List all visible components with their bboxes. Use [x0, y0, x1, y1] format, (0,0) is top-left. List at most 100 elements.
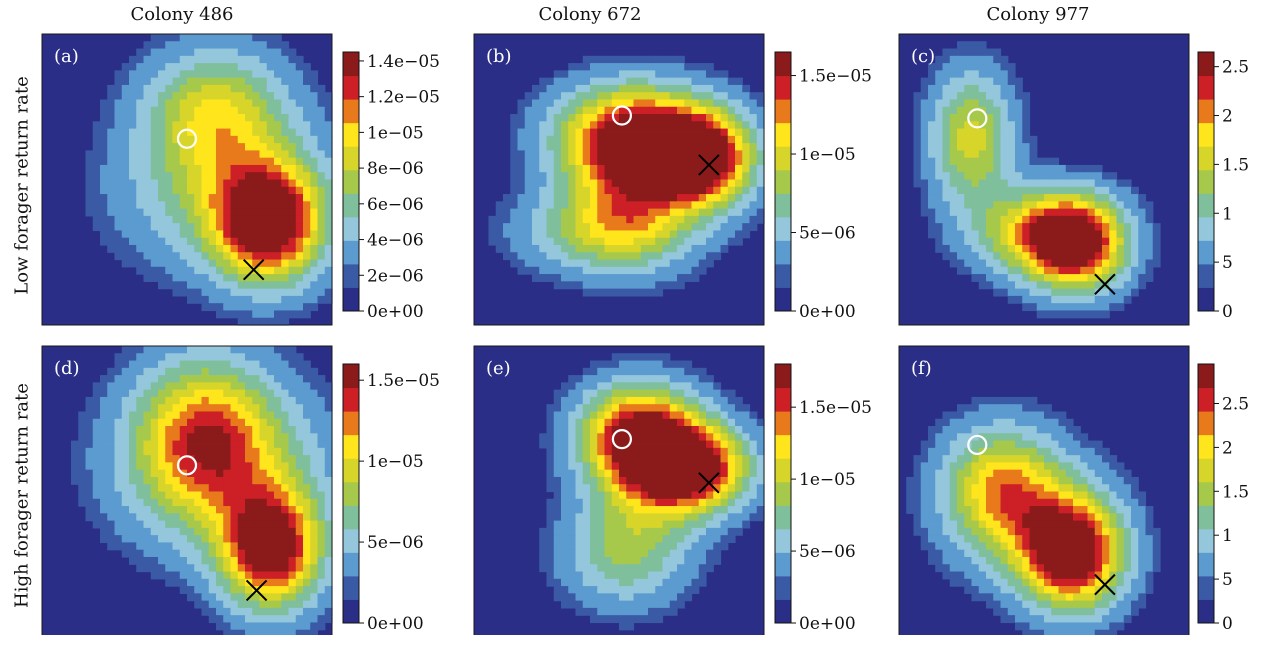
- heatmap-cell: [964, 129, 972, 137]
- heatmap-cell: [245, 310, 253, 318]
- heatmap-cell: [576, 470, 584, 478]
- heatmap-cell: [735, 165, 743, 173]
- heatmap-cell: [576, 158, 584, 166]
- heatmap-cell: [325, 296, 333, 304]
- heatmap-cell: [223, 281, 231, 289]
- heatmap-cell: [209, 252, 217, 260]
- heatmap-cell: [1059, 187, 1067, 195]
- heatmap-cell: [554, 172, 562, 180]
- heatmap-cell: [129, 70, 137, 78]
- heatmap-cell: [129, 187, 137, 195]
- heatmap-cell: [699, 99, 707, 107]
- heatmap-cell: [943, 150, 951, 158]
- heatmap-cell: [663, 542, 671, 550]
- heatmap-cell: [209, 586, 217, 594]
- heatmap-cell: [100, 194, 108, 202]
- heatmap-cell: [216, 470, 224, 478]
- heatmap-cell: [1008, 216, 1016, 224]
- heatmap-cell: [605, 129, 613, 137]
- heatmap-cell: [568, 260, 576, 268]
- heatmap-cell: [561, 223, 569, 231]
- heatmap-cell: [303, 528, 311, 536]
- heatmap-cell: [641, 194, 649, 202]
- heatmap-cell: [525, 121, 533, 129]
- heatmap-cell: [605, 375, 613, 383]
- heatmap-cell: [296, 150, 304, 158]
- heatmap-cell: [583, 63, 591, 71]
- heatmap-cell: [325, 441, 333, 449]
- heatmap-cell: [597, 165, 605, 173]
- heatmap-cell: [202, 390, 210, 398]
- heatmap-cell: [1109, 172, 1117, 180]
- heatmap-cell: [129, 470, 137, 478]
- heatmap-cell: [979, 158, 987, 166]
- heatmap-cell: [209, 216, 217, 224]
- heatmap-cell: [187, 70, 195, 78]
- heatmap-cell: [648, 521, 656, 529]
- heatmap-cell: [325, 223, 333, 231]
- heatmap-cell: [267, 361, 275, 369]
- colorbar-band: [1198, 52, 1214, 76]
- heatmap-cell: [144, 557, 152, 565]
- heatmap-cell: [554, 426, 562, 434]
- heatmap-cell: [216, 382, 224, 390]
- heatmap-cell: [158, 34, 166, 42]
- heatmap-cell: [1030, 158, 1038, 166]
- heatmap-cell: [1073, 201, 1081, 209]
- heatmap-cell: [943, 136, 951, 144]
- heatmap-cell: [1102, 260, 1110, 268]
- heatmap-cell: [655, 78, 663, 86]
- heatmap-cell: [303, 564, 311, 572]
- heatmap-cell: [972, 267, 980, 275]
- heatmap-cell: [289, 92, 297, 100]
- heatmap-cell: [757, 114, 765, 122]
- heatmap-cell: [310, 187, 318, 195]
- heatmap-cell: [525, 172, 533, 180]
- heatmap-cell: [583, 281, 591, 289]
- heatmap-cell: [750, 513, 758, 521]
- heatmap-cell: [554, 99, 562, 107]
- heatmap-cell: [728, 107, 736, 115]
- heatmap-cell: [318, 455, 326, 463]
- heatmap-cell: [568, 238, 576, 246]
- heatmap-cell: [107, 158, 115, 166]
- heatmap-cell: [267, 411, 275, 419]
- heatmap-cell: [173, 448, 181, 456]
- heatmap-cell: [173, 499, 181, 507]
- heatmap-cell: [619, 382, 627, 390]
- heatmap-cell: [223, 382, 231, 390]
- heatmap-cell: [1095, 296, 1103, 304]
- heatmap-cell: [510, 209, 518, 217]
- heatmap-cell: [670, 448, 678, 456]
- heatmap-cell: [648, 528, 656, 536]
- heatmap-cell: [238, 506, 246, 514]
- heatmap-cell: [670, 245, 678, 253]
- heatmap-cell: [641, 506, 649, 514]
- heatmap-cell: [107, 535, 115, 543]
- heatmap-cell: [641, 85, 649, 93]
- heatmap-cell: [231, 114, 239, 122]
- heatmap-cell: [993, 180, 1001, 188]
- heatmap-cell: [289, 252, 297, 260]
- heatmap-cell: [721, 470, 729, 478]
- heatmap-cell: [202, 187, 210, 195]
- heatmap-cell: [115, 99, 123, 107]
- heatmap-cell: [100, 180, 108, 188]
- heatmap-cell: [713, 85, 721, 93]
- heatmap-cell: [979, 172, 987, 180]
- heatmap-cell: [274, 238, 282, 246]
- heatmap-cell: [1001, 201, 1009, 209]
- heatmap-cell: [979, 260, 987, 268]
- heatmap-cell: [684, 274, 692, 282]
- heatmap-cell: [209, 608, 217, 616]
- heatmap-cell: [1109, 223, 1117, 231]
- heatmap-cell: [296, 441, 304, 449]
- colorbar-band: [1198, 76, 1214, 100]
- heatmap-cell: [187, 557, 195, 565]
- heatmap-cell: [597, 289, 605, 297]
- heatmap-cell: [532, 114, 540, 122]
- heatmap-cell: [216, 499, 224, 507]
- heatmap-cell: [554, 274, 562, 282]
- heatmap-cell: [303, 296, 311, 304]
- heatmap-cell: [583, 397, 591, 405]
